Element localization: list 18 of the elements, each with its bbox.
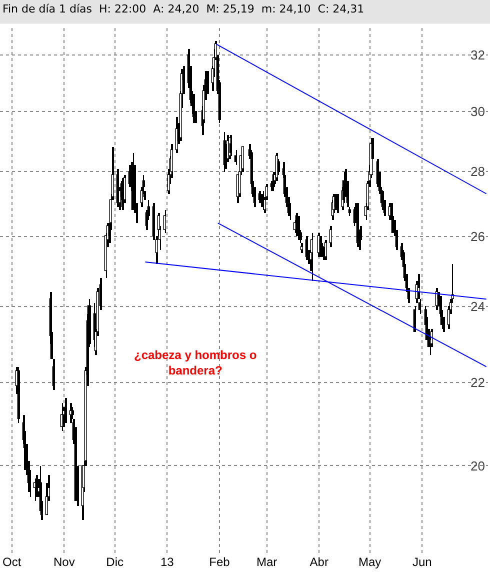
- x-tick-label: Nov: [54, 555, 75, 569]
- x-tick-label: May: [358, 555, 382, 569]
- y-tick-label: 26: [470, 228, 485, 244]
- annotation: ¿cabeza y hombros o bandera?: [134, 348, 257, 378]
- chart-title: Fin de día 1 días H: 22:00 A: 24,20 M: 25,19 m: 24,10 C: 24,31: [2, 2, 364, 16]
- x-tick-label: Feb: [209, 555, 230, 569]
- x-tick-label: 13: [160, 555, 174, 569]
- y-tick-label: 28: [470, 164, 485, 180]
- y-tick-label: 30: [470, 104, 485, 119]
- y-tick-label: 32: [470, 47, 485, 62]
- y-tick-label: 24: [470, 298, 485, 314]
- x-tick-label: Mar: [256, 555, 278, 569]
- x-tick-label: Dic: [106, 555, 124, 569]
- y-tick-label: 22: [470, 374, 485, 390]
- x-tick-label: Jun: [412, 555, 432, 569]
- x-tick-label: Abr: [310, 555, 328, 569]
- y-tick-label: 20: [470, 458, 485, 474]
- x-tick-label: Oct: [2, 555, 22, 569]
